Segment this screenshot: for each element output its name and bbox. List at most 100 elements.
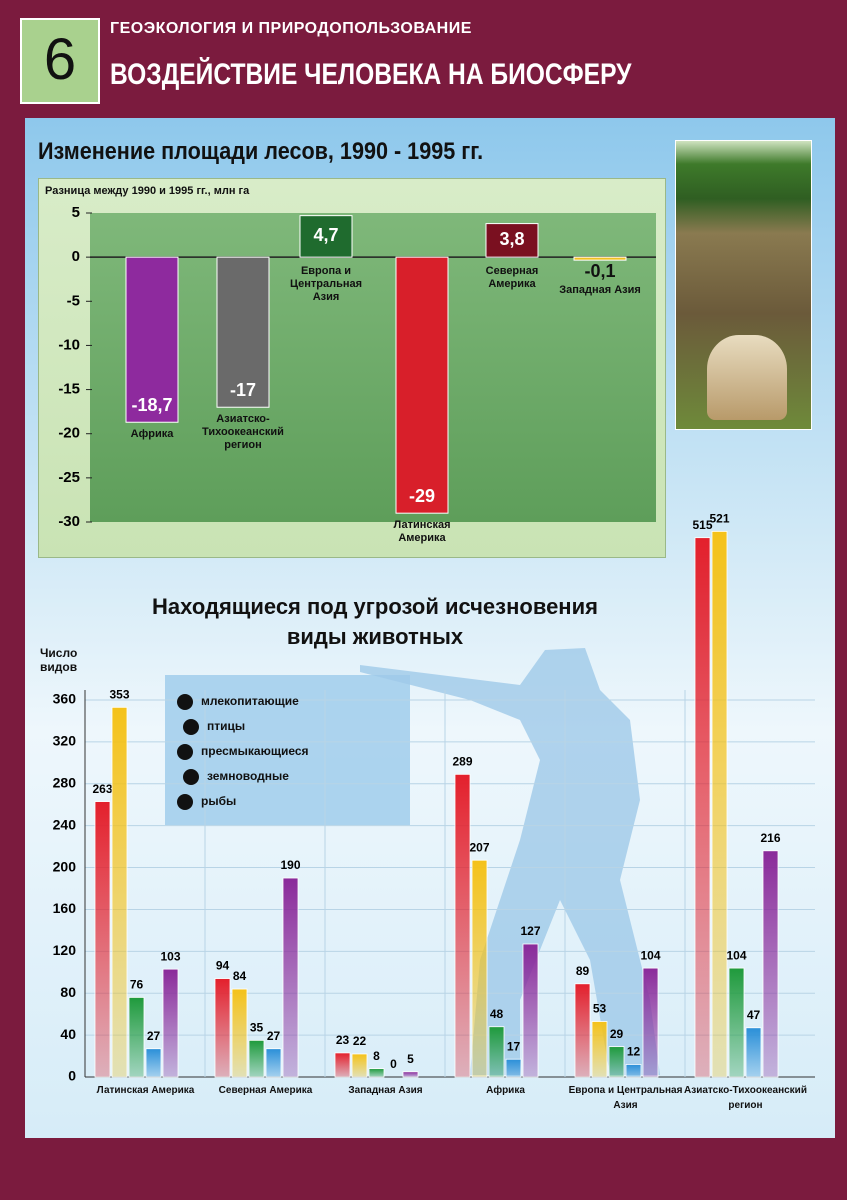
value-label: 23 [336, 1033, 350, 1047]
bar [282, 877, 299, 1078]
hunter-silhouette [360, 648, 660, 1075]
category-label: Северная Америка [485, 265, 539, 291]
bar [454, 773, 471, 1078]
value-label: -18,7 [131, 395, 172, 415]
value-label: 35 [250, 1021, 264, 1035]
value-label: 27 [267, 1029, 281, 1043]
page-title: ВОЗДЕЙСТВИЕ ЧЕЛОВЕКА НА БИОСФЕРУ [110, 58, 632, 91]
bar [94, 801, 111, 1078]
y-tick-label: 360 [53, 691, 77, 707]
category-label: Европа и Центральная Азия [289, 265, 363, 304]
y-tick-label: 80 [60, 984, 76, 1000]
legend-icon [177, 794, 193, 810]
y-tick-label: -10 [58, 336, 80, 353]
value-label: 104 [640, 948, 660, 962]
y-axis-label: Разница между 1990 и 1995 гг., млн га [45, 185, 250, 197]
bar [216, 256, 270, 408]
section-title: ГЕОЭКОЛОГИЯ И ПРИРОДОПОЛЬЗОВАНИЕ [110, 20, 472, 37]
value-label: 8 [373, 1049, 380, 1063]
value-label: 17 [507, 1039, 521, 1053]
stump [707, 335, 787, 420]
value-label: 103 [160, 949, 180, 963]
section-number: 6 [43, 27, 77, 92]
value-label: 4,7 [313, 225, 338, 245]
bar [402, 1071, 419, 1078]
y-tick-label: 0 [68, 1068, 76, 1084]
category-label: Азиатско-Тихоокеанский регион [202, 413, 284, 452]
value-label: 0 [390, 1057, 397, 1071]
category-label: Европа и Центральная Азия [568, 1085, 683, 1111]
bar [762, 850, 779, 1078]
value-label: 207 [469, 840, 489, 854]
category-label: Западная Азия [348, 1085, 423, 1096]
bar [522, 943, 539, 1078]
value-label: 216 [760, 831, 780, 845]
legend-icon [177, 694, 193, 710]
category-label: Западная Азия [559, 284, 641, 297]
y-tick-label: 120 [53, 942, 77, 958]
value-label: 48 [490, 1007, 504, 1021]
value-label: 104 [726, 948, 746, 962]
legend-icon [183, 719, 199, 735]
value-label: -17 [230, 380, 256, 400]
chart-title: Изменение площади лесов, 1990 - 1995 гг. [38, 138, 484, 165]
y-tick-label: 5 [72, 204, 80, 221]
number-box [20, 18, 100, 104]
value-label: 94 [216, 959, 230, 973]
value-label: 76 [130, 978, 144, 992]
value-label: 53 [593, 1002, 607, 1016]
chart-title: Находящиеся под угрозой исчезновения вид… [152, 594, 598, 649]
legend-label: пресмыкающиеся [201, 744, 309, 758]
value-label: 353 [109, 688, 129, 702]
y-tick-label: -25 [58, 469, 80, 486]
bar [111, 706, 128, 1078]
bar [488, 1026, 505, 1078]
bar [351, 1053, 368, 1078]
bar [231, 988, 248, 1078]
bar [145, 1048, 162, 1078]
bar [728, 967, 745, 1078]
value-label: 5 [407, 1052, 414, 1066]
value-label: -0,1 [584, 261, 615, 281]
bar [505, 1058, 522, 1078]
value-label: 12 [627, 1045, 641, 1059]
y-tick-label: 200 [53, 858, 77, 874]
y-tick-label: 240 [53, 816, 77, 832]
chart1-plot-bg [90, 213, 656, 522]
y-tick-label: -15 [58, 381, 80, 398]
bar [214, 978, 231, 1078]
value-label: 47 [747, 1008, 761, 1022]
bar [745, 1027, 762, 1078]
value-label: 3,8 [499, 229, 524, 249]
value-label: 29 [610, 1027, 624, 1041]
y-tick-label: -20 [58, 425, 80, 442]
bar [334, 1052, 351, 1078]
y-tick-label: 0 [72, 248, 80, 265]
bar [485, 223, 539, 258]
value-label: 190 [280, 858, 300, 872]
bar [368, 1068, 385, 1078]
bar [248, 1039, 265, 1078]
category-label: Латинская Америка [96, 1085, 195, 1096]
value-label: 84 [233, 969, 247, 983]
value-label: 22 [353, 1034, 367, 1048]
bar [128, 997, 145, 1078]
bar [265, 1048, 282, 1078]
value-label: 521 [709, 512, 729, 526]
legend-icon [177, 744, 193, 760]
value-label: 263 [92, 782, 112, 796]
bar [574, 983, 591, 1078]
legend-label: земноводные [207, 769, 289, 783]
category-label: Африка [130, 428, 174, 441]
bar [471, 859, 488, 1078]
bar [642, 967, 659, 1078]
bar [608, 1046, 625, 1078]
bar [299, 215, 353, 258]
bar [625, 1064, 642, 1078]
legend-icon [183, 769, 199, 785]
bar [591, 1021, 608, 1078]
value-label: 127 [520, 924, 540, 938]
category-label: Северная Америка [218, 1085, 313, 1096]
